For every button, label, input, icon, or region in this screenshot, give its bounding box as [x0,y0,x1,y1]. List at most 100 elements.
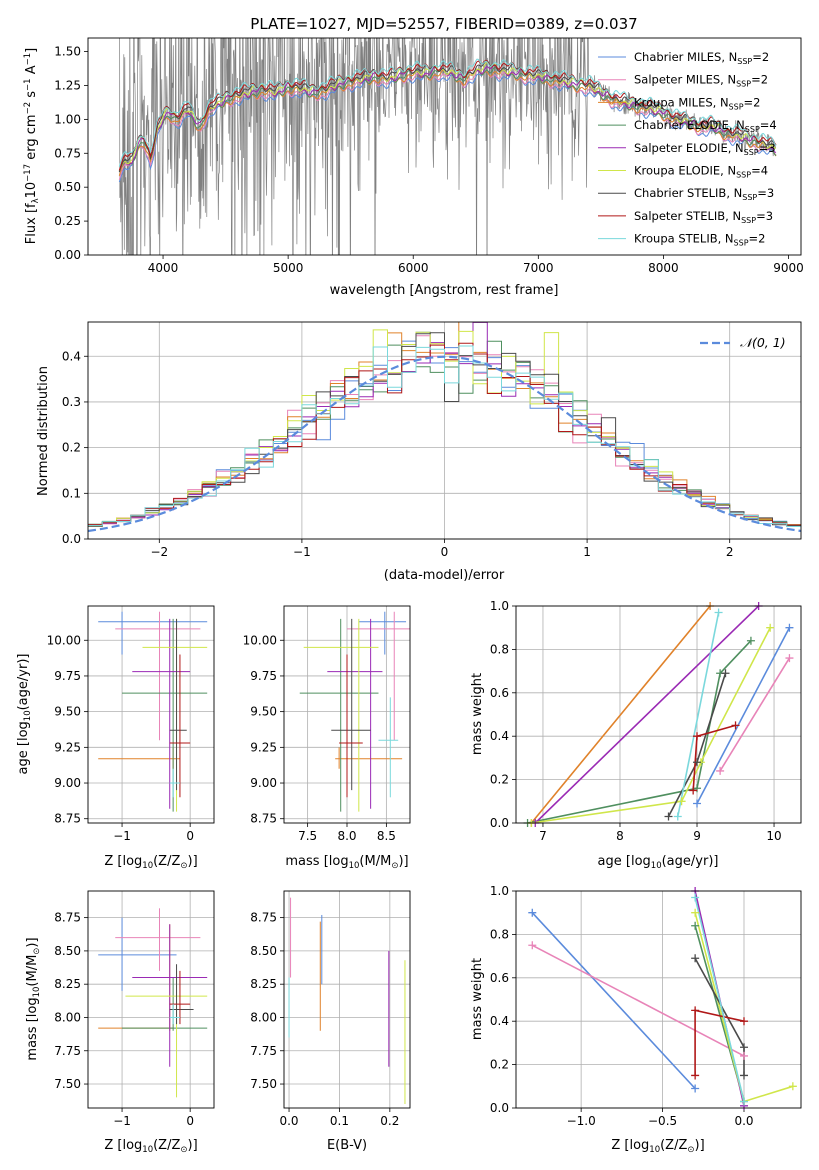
y-tick-label: 1.50 [54,45,81,59]
y-tick-label: 9.50 [250,705,277,719]
plot-area [299,611,410,812]
legend-entry-kroupa_elodie: Kroupa ELODIE, NSSP=4 [634,164,768,180]
y-axis-label: mass weight [470,673,485,755]
marker-kroupa_stelib [673,812,682,821]
series-salpeter_miles [531,944,745,1057]
marker-kroupa_elodie [788,1082,797,1091]
x-tick-label: 2 [726,545,734,559]
marker-chabrier_miles [691,1084,700,1093]
y-tick-label: 0.00 [54,248,81,262]
marker-salpeter_stelib [740,1017,748,1026]
panel-age_vs_mass: 7.5 8.0 8.5 8.75 9.00 9.25 9.50 9.75 10.00 mass [… [243,605,411,871]
marker-chabrier_stelib [664,812,673,821]
y-tick-label: 0.0 [490,816,509,830]
panel-residuals: −2 −1 0 1 2 0.0 0.1 0.2 0.3 0.4 𝒩(0, 1) (data-model… [36,321,802,583]
marker-kroupa_stelib [740,1097,748,1106]
y-tick-label: 9.75 [250,669,277,683]
x-tick-label: 0 [186,1114,194,1128]
y-tick-label: 8.75 [54,911,81,925]
marker-chabrier_elodie [746,636,755,645]
panel-mass_vs_z: −1 0 7.50 7.75 8.00 8.25 8.50 8.75 Z [log10(Z/Z⊙… [25,890,215,1155]
series-kroupa_elodie [531,627,771,823]
axes-frame [283,605,411,824]
axes-frame [515,890,802,1109]
spectrum-legend: Chabrier MILES, NSSP=2 Salpeter MILES, NS… [598,50,777,248]
y-tick-label: 7.75 [250,1044,277,1058]
y-axis-label: Normed distribution [36,366,51,496]
spectrum-data-line [119,38,777,255]
y-tick-label: 0.4 [490,729,509,743]
axes-frame [515,605,802,824]
y-tick-label: 8.00 [54,1010,81,1024]
legend-entry-salpeter_elodie: Salpeter ELODIE, NSSP=3 [634,141,776,157]
y-tick-label: 7.50 [54,1077,81,1091]
spectrum-model-salpeter_elodie [118,63,777,171]
y-tick-label: 0.75 [54,146,81,160]
y-tick-label: 7.50 [250,1077,277,1091]
legend-entry-chabrier_stelib: Chabrier STELIB, NSSP=3 [634,186,774,202]
legend-entry-kroupa_miles: Kroupa MILES, NSSP=2 [634,95,760,111]
panel-age_vs_z: −1 0 8.75 9.00 9.25 9.50 9.75 10.00 Z [log10(Z/Z… [16,605,215,871]
x-tick-label: 0.0 [734,1114,753,1128]
x-axis-label: E(B-V) [327,1138,367,1153]
spectrum-model-kroupa_stelib [118,58,777,167]
plot-area [98,908,208,1098]
y-tick-label: 0.2 [490,1058,509,1072]
series-salpeter_miles [719,657,791,772]
x-axis-label: mass [log10(M/M⊙)] [285,854,408,871]
y-axis-label: mass [log10(M/M⊙)] [25,937,42,1060]
marker-chabrier_miles [785,623,794,632]
marker-kroupa_elodie [691,908,700,917]
x-axis-label: Z [log10(Z/Z⊙)] [104,1138,197,1155]
legend-entry-normal: 𝒩(0, 1) [740,335,786,350]
plot-area [88,322,801,533]
spectrum-title: PLATE=1027, MJD=52557, FIBERID=0389, z=0… [250,15,637,33]
y-tick-label: 0.8 [490,927,509,941]
y-tick-label: 0.6 [490,686,509,700]
y-tick-label: 9.50 [54,705,81,719]
y-tick-label: 0.0 [490,1101,509,1115]
x-tick-label: 0 [186,829,194,843]
x-axis-label: age [log10(age/yr)] [598,854,719,871]
plot-area [288,897,406,1105]
x-tick-label: 7000 [523,261,554,275]
x-tick-label: −0.5 [648,1114,677,1128]
marker-salpeter_miles [716,766,725,775]
y-axis-label: mass weight [470,958,485,1040]
y-tick-label: 8.25 [250,977,277,991]
x-tick-label: 0.0 [279,1114,298,1128]
legend-entry-kroupa_stelib: Kroupa STELIB, NSSP=2 [634,232,765,248]
marker-salpeter_stelib [691,1071,700,1080]
x-axis-label: Z [log10(Z/Z⊙)] [104,854,197,871]
marker-chabrier_miles [528,908,537,917]
y-tick-label: 9.25 [250,740,277,754]
marker-salpeter_miles [528,941,537,950]
marker-kroupa_elodie [677,797,686,806]
y-tick-label: 8.75 [54,812,81,826]
series-chabrier_miles [531,912,696,1090]
y-tick-label: 9.00 [250,776,277,790]
plot-area [527,606,791,823]
series-kroupa_stelib [694,897,745,1102]
y-tick-label: 8.75 [250,911,277,925]
legend-entry-chabrier_elodie: Chabrier ELODIE, NSSP=4 [634,118,777,134]
y-tick-label: 0.4 [62,349,81,363]
y-axis-label: age [log10(age/yr)] [16,654,33,775]
marker-salpeter_miles [740,1051,748,1060]
x-axis-label: wavelength [Angstrom, rest frame] [330,283,559,298]
marker-chabrier_stelib [740,1071,748,1080]
marker-kroupa_stelib [691,893,700,902]
x-tick-label: 10 [766,829,781,843]
x-tick-label: −1 [113,829,131,843]
series-kroupa_stelib [677,612,720,817]
marker-salpeter_miles [785,654,794,663]
x-tick-label: 8.0 [337,829,356,843]
axes-frame [87,37,802,256]
x-tick-label: 4000 [148,261,179,275]
marker-chabrier_stelib [740,1043,748,1052]
y-tick-label: 0.0 [62,532,81,546]
x-tick-label: 0.2 [380,1114,399,1128]
marker-chabrier_stelib [721,669,730,678]
axes-frame [283,890,411,1109]
